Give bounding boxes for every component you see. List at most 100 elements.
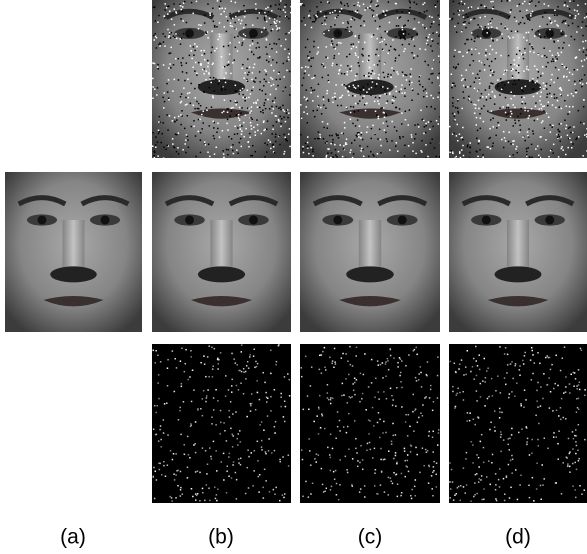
eyebrow	[461, 195, 511, 207]
noise-pixel	[233, 36, 236, 39]
residual-pixel	[246, 360, 249, 363]
noise-pixel	[486, 146, 488, 148]
residual-pixel	[264, 381, 266, 384]
face-image	[5, 172, 142, 332]
residual-pixel	[503, 353, 506, 355]
noise-pixel	[183, 0, 186, 3]
noise-pixel	[439, 84, 440, 87]
noise-pixel	[331, 96, 334, 99]
noise-pixel	[573, 126, 575, 128]
residual-pixel	[559, 369, 562, 372]
noise-pixel	[489, 136, 492, 139]
noise-pixel	[490, 82, 492, 84]
residual-pixel	[230, 427, 232, 430]
noise-pixel	[507, 140, 510, 143]
noise-pixel	[284, 120, 287, 123]
residual-pixel	[252, 355, 255, 357]
noise-pixel	[567, 137, 570, 140]
residual-pixel	[522, 359, 524, 362]
noise-pixel	[488, 85, 491, 88]
residual-pixel	[224, 395, 227, 397]
noise-pixel	[559, 140, 561, 142]
noise-pixel	[310, 91, 312, 94]
noise-pixel	[269, 5, 272, 7]
noise-pixel	[266, 143, 269, 146]
noise-pixel	[581, 65, 584, 68]
noise-pixel	[395, 130, 398, 132]
noise-pixel	[342, 22, 344, 24]
noise-pixel	[451, 17, 454, 20]
noise-pixel	[350, 69, 353, 72]
noise-pixel	[360, 137, 362, 139]
noise-pixel	[236, 149, 238, 151]
noise-pixel	[322, 63, 324, 65]
noise-pixel	[525, 31, 528, 34]
noise-pixel	[377, 77, 379, 79]
noise-pixel	[512, 125, 515, 127]
noise-pixel	[320, 113, 323, 115]
noise-pixel	[275, 51, 278, 53]
noise-pixel	[384, 93, 386, 95]
noise-pixel	[532, 130, 534, 132]
noise-pixel	[259, 106, 261, 109]
noise-pixel	[491, 70, 494, 72]
noise-pixel	[376, 0, 379, 2]
noise-pixel	[533, 119, 536, 122]
noise-pixel	[386, 31, 389, 33]
residual-pixel	[266, 397, 269, 399]
noise-pixel	[306, 122, 309, 124]
noise-pixel	[180, 37, 183, 40]
noise-pixel	[153, 154, 155, 157]
noise-pixel	[568, 44, 570, 47]
noise-pixel	[228, 135, 230, 138]
noise-pixel	[342, 148, 345, 150]
noise-pixel	[492, 142, 494, 144]
noise-pixel	[462, 9, 464, 12]
noise-pixel	[155, 136, 157, 138]
residual-pixel	[578, 381, 581, 383]
residual-pixel	[239, 430, 241, 432]
noise-pixel	[244, 10, 246, 13]
noise-pixel	[524, 139, 526, 142]
residual-pixel	[187, 378, 189, 381]
noise-pixel	[360, 150, 362, 152]
noise-pixel	[231, 25, 233, 28]
residual-pixel	[495, 390, 497, 392]
noise-pixel	[492, 117, 494, 120]
noise-pixel	[256, 42, 259, 44]
noise-pixel	[258, 46, 260, 49]
noise-pixel	[437, 77, 439, 80]
residual-pixel	[253, 450, 256, 452]
residual-pixel	[377, 364, 379, 366]
noise-pixel	[271, 105, 273, 108]
residual-pixel	[507, 443, 510, 446]
noise-pixel	[557, 134, 560, 136]
noise-pixel	[557, 40, 559, 42]
noise-pixel	[237, 35, 239, 38]
noise-pixel	[520, 107, 522, 110]
residual-pixel	[426, 374, 428, 377]
noise-pixel	[424, 157, 427, 158]
noise-pixel	[455, 31, 458, 33]
noise-pixel	[226, 118, 229, 121]
noise-pixel	[222, 110, 225, 113]
residual-pixel	[482, 461, 485, 464]
noise-pixel	[501, 33, 503, 35]
noise-pixel	[320, 106, 322, 109]
noise-pixel	[303, 16, 305, 19]
residual-pixel	[153, 404, 156, 407]
residual-pixel	[475, 360, 477, 362]
noise-pixel	[515, 69, 517, 72]
noise-pixel	[408, 12, 411, 14]
residual-pixel	[159, 428, 161, 431]
residual-pixel	[366, 449, 368, 452]
residual-pixel	[459, 499, 462, 502]
noise-pixel	[251, 154, 254, 157]
noise-pixel	[385, 120, 388, 123]
noise-pixel	[214, 49, 216, 52]
residual-pixel	[385, 361, 387, 363]
residual-pixel	[212, 397, 215, 399]
noise-pixel	[196, 45, 199, 48]
noise-pixel	[256, 99, 259, 101]
noise-pixel	[239, 124, 241, 126]
